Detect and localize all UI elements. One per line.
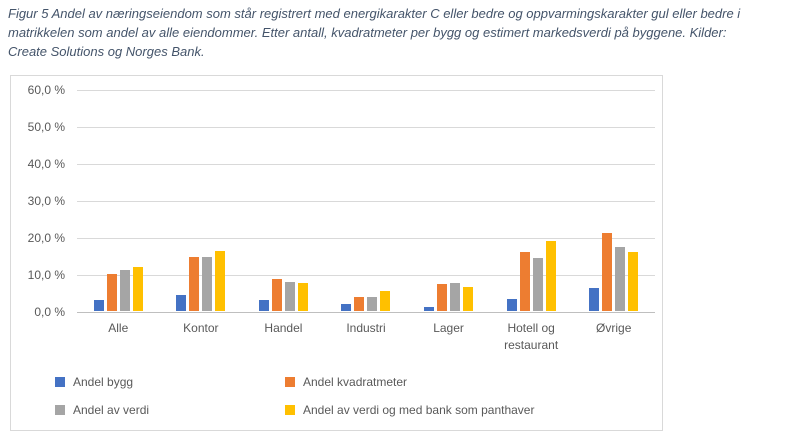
x-tick-label: Hotell og restaurant xyxy=(504,321,559,352)
bar-group-øvrige xyxy=(572,89,655,311)
y-tick-label: 20,0 % xyxy=(27,231,65,245)
bar xyxy=(367,297,378,311)
bar-group-handel xyxy=(242,89,325,311)
bar xyxy=(437,283,448,311)
bar xyxy=(354,296,365,311)
chart: 60,0 % 50,0 % 40,0 % 30,0 % 20,0 % 10,0 % 0,0 … xyxy=(10,75,663,431)
x-tick-label: Alle xyxy=(108,321,129,335)
y-tick-label: 30,0 % xyxy=(27,194,65,208)
legend-label: Andel av verdi og med bank som panthaver xyxy=(303,403,535,417)
gridline xyxy=(77,238,655,239)
bar xyxy=(297,282,308,311)
legend-swatch-icon xyxy=(285,405,295,415)
bar xyxy=(215,251,226,311)
legend-label: Andel bygg xyxy=(73,375,134,389)
bar xyxy=(545,240,556,311)
legend-label: Andel kvadratmeter xyxy=(303,375,408,389)
bar xyxy=(602,232,613,311)
x-axis-line xyxy=(77,312,655,313)
gridline xyxy=(77,90,655,91)
x-tick-label: Industri xyxy=(346,321,386,335)
bar xyxy=(519,251,530,311)
gridline xyxy=(77,275,655,276)
x-tick-label: Lager xyxy=(433,321,464,335)
x-tick-label: Øvrige xyxy=(596,321,632,335)
bar xyxy=(119,269,130,311)
bar xyxy=(271,279,282,311)
bar xyxy=(106,274,117,311)
legend-swatch-icon xyxy=(55,405,65,415)
legend-swatch-icon xyxy=(285,377,295,387)
bar-group-kontor xyxy=(160,89,243,311)
bar xyxy=(628,251,639,311)
bar xyxy=(284,282,295,311)
bar xyxy=(93,300,104,311)
bar xyxy=(132,267,143,311)
legend-item: Andel av verdi og med bank som panthaver xyxy=(285,402,534,418)
bar-group-hotell-og-restaurant xyxy=(490,89,573,311)
y-tick-label: 0,0 % xyxy=(34,305,65,319)
bar xyxy=(176,294,187,311)
legend-item: Andel av verdi xyxy=(55,402,149,418)
legend-item: Andel kvadratmeter xyxy=(285,374,407,390)
bar xyxy=(258,300,269,311)
bar xyxy=(463,286,474,311)
bar xyxy=(506,299,517,311)
bar-group-alle xyxy=(77,89,160,311)
y-tick-label: 60,0 % xyxy=(27,83,65,97)
y-tick-label: 10,0 % xyxy=(27,268,65,282)
bar xyxy=(450,282,461,311)
bar xyxy=(341,304,352,311)
bar-group-industri xyxy=(325,89,408,311)
bar xyxy=(380,291,391,311)
x-tick-label: Kontor xyxy=(183,321,219,335)
gridline xyxy=(77,164,655,165)
legend-item: Andel bygg xyxy=(55,374,133,390)
gridline xyxy=(77,127,655,128)
legend-swatch-icon xyxy=(55,377,65,387)
bar xyxy=(615,247,626,311)
legend-label: Andel av verdi xyxy=(73,403,150,417)
plot-area xyxy=(77,89,655,313)
bar xyxy=(532,258,543,311)
bar xyxy=(589,288,600,311)
y-tick-label: 50,0 % xyxy=(27,120,65,134)
bar xyxy=(202,256,213,311)
bar-group-lager xyxy=(407,89,490,311)
gridline xyxy=(77,201,655,202)
y-tick-label: 40,0 % xyxy=(27,157,65,171)
x-tick-label: Handel xyxy=(264,321,303,335)
bar xyxy=(189,256,200,311)
bar xyxy=(424,306,435,311)
figure-caption: Figur 5 Andel av næringseiendom som står… xyxy=(8,6,741,59)
